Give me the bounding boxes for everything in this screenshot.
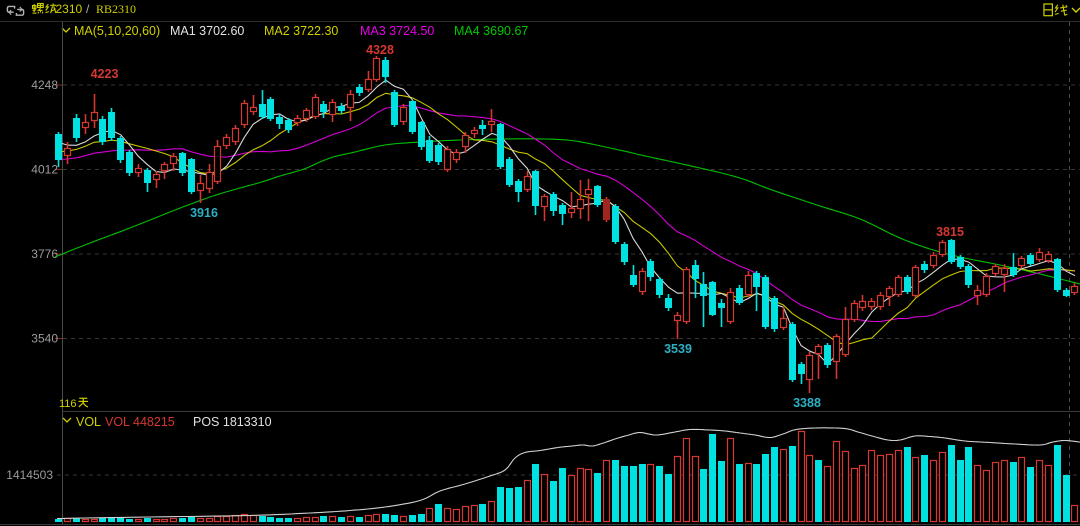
svg-text:3815: 3815 (936, 225, 964, 239)
svg-text:4223: 4223 (91, 67, 119, 81)
svg-text:4328: 4328 (366, 43, 394, 57)
svg-text:MA1 3702.60: MA1 3702.60 (170, 24, 244, 38)
svg-text:MA(5,10,20,60): MA(5,10,20,60) (74, 24, 160, 38)
svg-text:1414503: 1414503 (6, 468, 53, 482)
svg-text:3540: 3540 (31, 332, 58, 346)
svg-text:MA4 3690.67: MA4 3690.67 (454, 24, 528, 38)
svg-text:MA3 3724.50: MA3 3724.50 (360, 24, 434, 38)
svg-text:MA2 3722.30: MA2 3722.30 (264, 24, 338, 38)
svg-text:/: / (86, 2, 90, 16)
svg-text:3916: 3916 (190, 206, 218, 220)
svg-text:2310: 2310 (56, 2, 83, 16)
svg-text:VOL: VOL (76, 415, 101, 429)
svg-text:4012: 4012 (31, 163, 58, 177)
svg-text:4248: 4248 (31, 78, 58, 92)
svg-text:3388: 3388 (793, 396, 821, 410)
svg-text:POS 1813310: POS 1813310 (193, 415, 272, 429)
svg-text:3539: 3539 (664, 342, 692, 356)
svg-text:3776: 3776 (31, 247, 58, 261)
svg-text:RB2310: RB2310 (96, 2, 136, 16)
svg-text:116: 116 (59, 398, 77, 410)
svg-text:VOL 448215: VOL 448215 (105, 415, 175, 429)
